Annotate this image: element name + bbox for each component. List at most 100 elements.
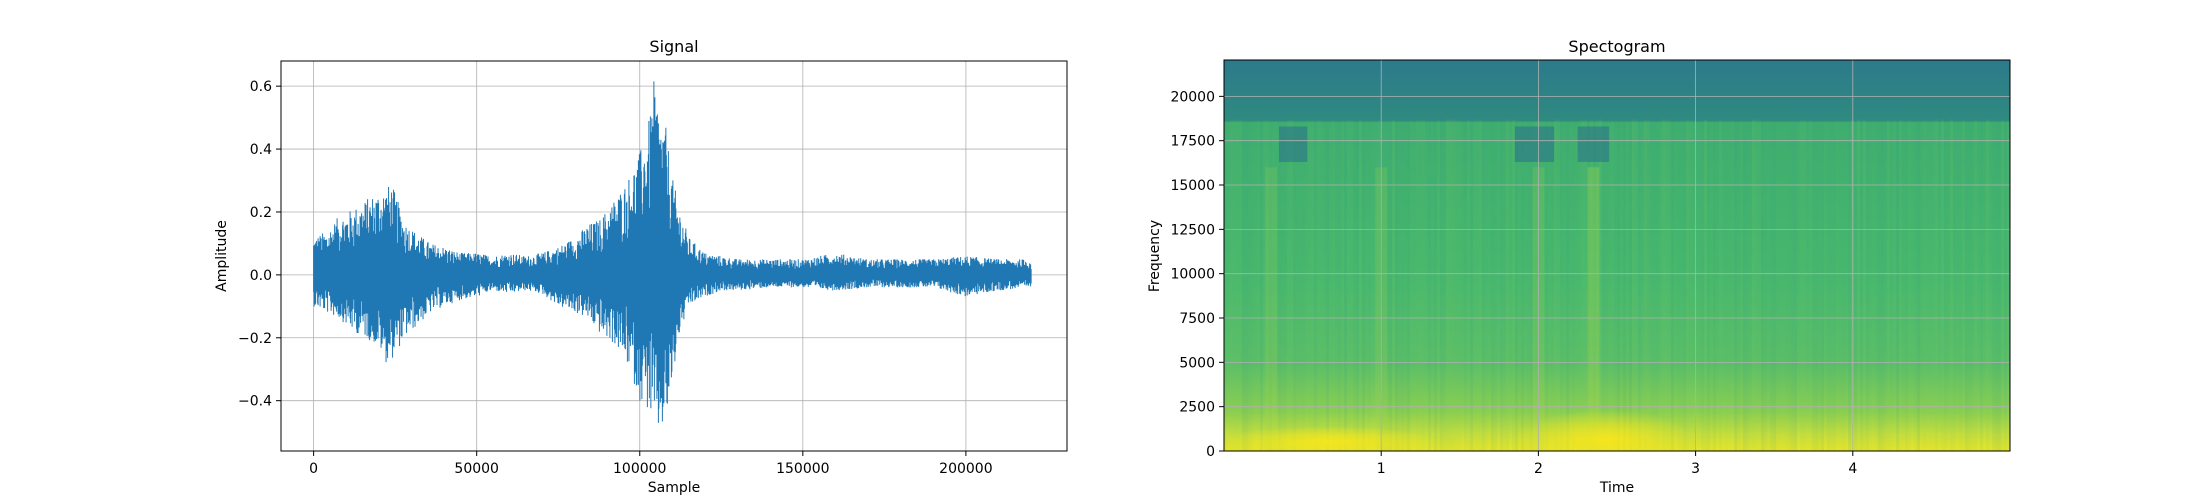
- spectrogram-streak: [1821, 119, 1824, 451]
- spectrogram-streak: [1227, 119, 1230, 451]
- spectrogram-streak: [1710, 119, 1713, 451]
- spectrogram-streak: [1245, 119, 1248, 451]
- spectrogram-streak: [1686, 119, 1689, 451]
- spectrogram-streak: [1803, 119, 1806, 451]
- signal-y-tick-label: 0.6: [250, 79, 272, 95]
- spectrogram-streak: [1638, 119, 1641, 451]
- spectrogram-streak: [1491, 119, 1494, 451]
- spectrogram-streak: [1770, 119, 1773, 451]
- spectrogram-y-tick-label: 15000: [1170, 178, 1215, 194]
- spectrogram-streak: [1257, 119, 1260, 451]
- spectrogram-streak: [1449, 119, 1452, 451]
- spectrogram-streak: [1548, 119, 1551, 451]
- spectrogram-streak: [1290, 119, 1293, 451]
- spectrogram-streak: [1416, 119, 1419, 451]
- spectrogram-streak: [1791, 119, 1794, 451]
- spectrogram-streak: [1992, 119, 1995, 451]
- spectrogram-streak: [1827, 119, 1830, 451]
- spectrogram-streak: [1989, 119, 1992, 451]
- spectrogram-streak: [1551, 119, 1554, 451]
- spectrogram-streak: [1869, 119, 1872, 451]
- signal-y-tick-label: 0.0: [250, 268, 272, 284]
- spectrogram-streak: [1635, 119, 1638, 451]
- spectrogram-image: [1224, 60, 2010, 451]
- spectrogram-streak: [1911, 119, 1914, 451]
- spectrogram-streak: [1287, 119, 1290, 451]
- spectrogram-streak: [1659, 119, 1662, 451]
- spectrogram-streak: [1644, 119, 1647, 451]
- spectrogram-streak: [1614, 119, 1617, 451]
- spectrogram-streak: [1572, 119, 1575, 451]
- spectrogram-streak: [1926, 119, 1929, 451]
- spectrogram-streak: [1680, 119, 1683, 451]
- spectrogram-streak: [1878, 119, 1881, 451]
- spectrogram-streak: [1254, 119, 1257, 451]
- spectrogram-x-label: Time: [1599, 480, 1634, 496]
- signal-y-tick-label: −0.2: [238, 331, 272, 347]
- spectrogram-streak: [1497, 119, 1500, 451]
- signal-y-tick-label: 0.2: [250, 205, 272, 221]
- spectrogram-y-tick-label: 5000: [1179, 355, 1215, 371]
- spectrogram-streak: [1470, 119, 1473, 451]
- spectrogram-streak: [1968, 119, 1971, 451]
- spectrogram-streak: [1314, 119, 1317, 451]
- spectrogram-streak: [1650, 119, 1653, 451]
- spectrogram-streak: [1995, 119, 1998, 451]
- spectrogram-streak: [1440, 119, 1443, 451]
- spectrogram-streak: [1788, 119, 1791, 451]
- spectrogram-streak: [1515, 119, 1518, 451]
- spectrogram-streak: [1773, 119, 1776, 451]
- spectrogram-streak: [1962, 119, 1965, 451]
- spectrogram-x-tick-label: 4: [1848, 461, 1857, 477]
- spectrogram-streak: [1578, 119, 1581, 451]
- spectrogram-streak: [1872, 119, 1875, 451]
- spectrogram-streak: [1959, 119, 1962, 451]
- spectrogram-streak: [1902, 119, 1905, 451]
- spectrogram-streak: [1974, 119, 1977, 451]
- spectrogram-streak: [1890, 119, 1893, 451]
- spectrogram-streak: [1581, 119, 1584, 451]
- spectrogram-streak: [1908, 119, 1911, 451]
- spectrogram-streak: [1998, 119, 2001, 451]
- spectrogram-streak: [1779, 119, 1782, 451]
- spectrogram-streak: [1356, 119, 1359, 451]
- spectrogram-streak: [1233, 119, 1236, 451]
- spectrogram-streak: [1818, 119, 1821, 451]
- spectrogram-streak: [1716, 119, 1719, 451]
- spectrogram-y-tick-label: 0: [1206, 444, 1215, 460]
- spectrogram-streak: [1785, 119, 1788, 451]
- spectrogram-streak: [1299, 119, 1302, 451]
- spectrogram-streak: [1848, 119, 1851, 451]
- spectrogram-streak: [1671, 119, 1674, 451]
- spectrogram-streak: [1986, 119, 1989, 451]
- spectrogram-streak: [1860, 119, 1863, 451]
- spectrogram-streak: [1362, 119, 1365, 451]
- spectrogram-streak: [1602, 119, 1605, 451]
- spectrogram-streak: [1887, 119, 1890, 451]
- spectrogram-streak: [1617, 119, 1620, 451]
- spectrogram-streak: [1476, 119, 1479, 451]
- spectrogram-streak: [1839, 119, 1842, 451]
- spectrogram-hotspot: [1224, 426, 1440, 451]
- spectrogram-streak: [1674, 119, 1677, 451]
- spectrogram-streak: [1947, 119, 1950, 451]
- spectrogram-y-ticks: 0 2500 5000 7500 10000 12500 15000 17500 20000: [1170, 89, 1224, 460]
- spectrogram-streak: [1740, 119, 1743, 451]
- spectrogram-streak: [1527, 119, 1530, 451]
- signal-axes-frame: [280, 60, 1068, 452]
- spectrogram-streak: [1479, 119, 1482, 451]
- spectrogram-streak: [1722, 119, 1725, 451]
- spectrogram-streak: [1446, 119, 1449, 451]
- spectrogram-title: Spectogram: [1568, 37, 1665, 56]
- spectrogram-streak: [1956, 119, 1959, 451]
- spectrogram-x-tick-label: 1: [1377, 461, 1386, 477]
- spectrogram-streak: [1326, 119, 1329, 451]
- spectrogram-streak: [1608, 119, 1611, 451]
- spectrogram-streak: [1863, 119, 1866, 451]
- spectrogram-streak: [1284, 119, 1287, 451]
- spectrogram-streak: [1407, 119, 1410, 451]
- spectrogram-streak: [1755, 119, 1758, 451]
- spectrogram-streak: [1668, 119, 1671, 451]
- spectrogram-streak: [1596, 119, 1599, 451]
